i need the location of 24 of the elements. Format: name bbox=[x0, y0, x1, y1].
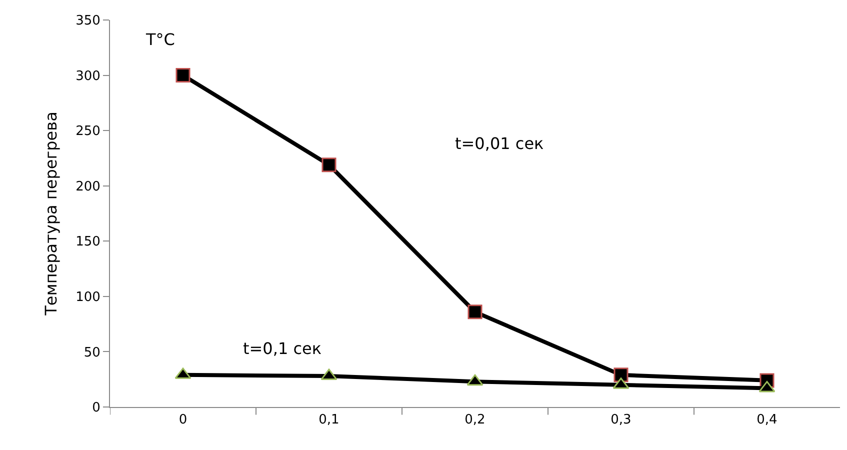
annotation: t=0,1 сек bbox=[243, 339, 322, 358]
y-tick-label: 350 bbox=[76, 14, 100, 29]
y-tick-label: 150 bbox=[76, 234, 100, 250]
y-tick-label: 250 bbox=[76, 124, 100, 140]
point bbox=[320, 368, 338, 380]
point bbox=[468, 304, 482, 320]
x-tick-label: 0,1 bbox=[318, 412, 340, 428]
annotation: T°C bbox=[145, 30, 175, 49]
y-tick-label: 100 bbox=[76, 290, 100, 305]
y-tick-label: 300 bbox=[76, 68, 100, 84]
y-tick-label: 200 bbox=[76, 179, 100, 194]
point bbox=[176, 68, 190, 83]
x-tick-label: 0,2 bbox=[464, 412, 486, 428]
x-tick-label: 0 bbox=[178, 412, 188, 428]
point bbox=[322, 158, 336, 172]
annotation: t=0,01 сек bbox=[455, 134, 544, 153]
y-axis-title: Температура перегрева bbox=[41, 112, 60, 316]
y-tick-label: 0 bbox=[92, 400, 100, 416]
x-tick-label: 0,4 bbox=[756, 412, 778, 428]
y-tick-label: 50 bbox=[84, 345, 100, 360]
x-tick-label: 0,3 bbox=[610, 412, 632, 428]
point bbox=[758, 380, 776, 392]
point bbox=[614, 368, 628, 382]
point bbox=[466, 374, 484, 386]
